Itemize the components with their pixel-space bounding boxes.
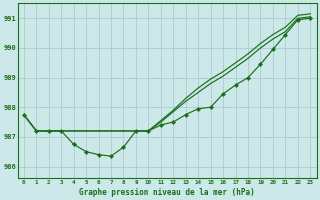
X-axis label: Graphe pression niveau de la mer (hPa): Graphe pression niveau de la mer (hPa) — [79, 188, 255, 197]
